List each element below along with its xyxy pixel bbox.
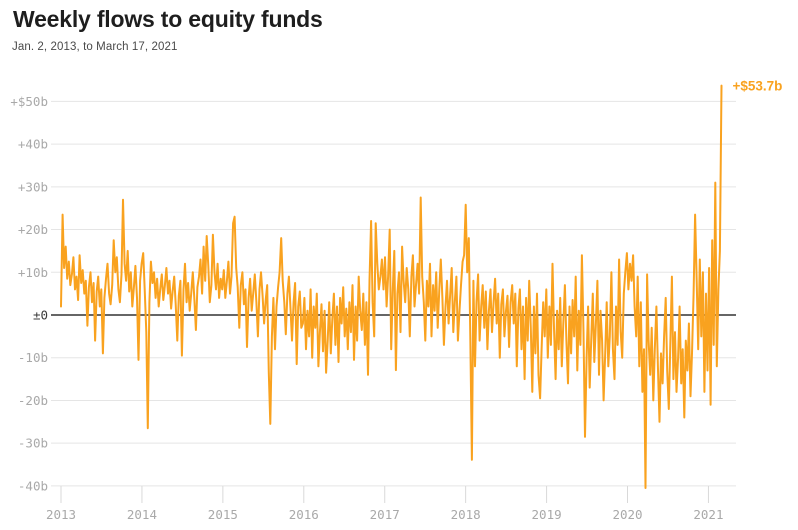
y-tick-label: -30b: [18, 436, 48, 451]
y-tick-label: ±0: [33, 308, 48, 323]
x-tick-label: 2017: [370, 507, 400, 522]
y-tick-label: +10b: [18, 265, 48, 280]
chart-title: Weekly flows to equity funds: [13, 6, 323, 32]
y-tick-label: +20b: [18, 222, 48, 237]
y-tick-label: -10b: [18, 350, 48, 365]
flow-line: [60, 84, 723, 489]
y-tick-label: +30b: [18, 179, 48, 194]
y-tick-label: -40b: [18, 478, 48, 493]
x-tick-label: 2018: [451, 507, 481, 522]
x-tick-label: 2013: [46, 507, 76, 522]
y-tick-label: +$50b: [10, 94, 48, 109]
x-tick-label: 2019: [532, 507, 562, 522]
x-tick-label: 2015: [208, 507, 238, 522]
y-tick-label: +40b: [18, 137, 48, 152]
x-tick-label: 2014: [127, 507, 157, 522]
x-tick-label: 2021: [693, 507, 723, 522]
chart-subtitle: Jan. 2, 2013, to March 17, 2021: [12, 41, 178, 53]
x-tick-label: 2016: [289, 507, 319, 522]
y-tick-label: -20b: [18, 393, 48, 408]
x-tick-label: 2020: [612, 507, 642, 522]
annotation-label: +$53.7b: [732, 79, 782, 94]
